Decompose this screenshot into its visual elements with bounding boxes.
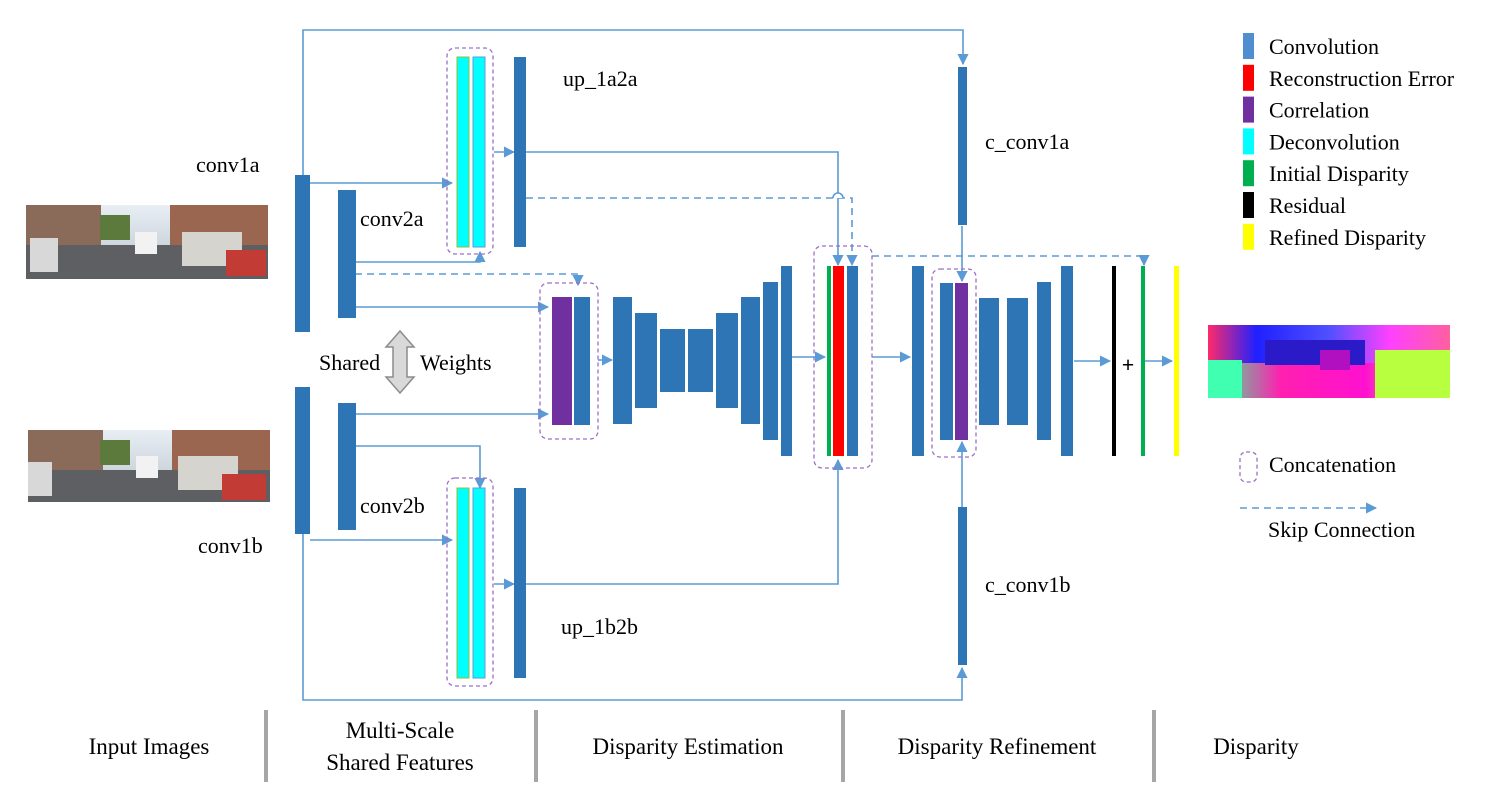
conv1a-layer (295, 175, 310, 332)
skip-connections (355, 192, 1150, 287)
deconv-layer-top-2 (472, 56, 486, 248)
shared-weights-arrow (384, 329, 416, 395)
label-conv1a: conv1a (196, 152, 260, 177)
enc-layer-1 (613, 297, 632, 424)
refine-conv-layer-4 (1007, 298, 1028, 425)
dec-layer-2 (741, 297, 760, 424)
dec-layer-1 (716, 313, 738, 408)
refine-correlation-layer (955, 283, 968, 440)
legend-item-label: Correlation (1269, 98, 1369, 123)
stage-disparity-refinement: Disparity Refinement (898, 734, 1097, 759)
legend-skip-label: Skip Connection (1268, 517, 1415, 542)
initial-disparity-input (1141, 266, 1145, 456)
concat-box-refinement (931, 268, 977, 458)
deconv-layer-bottom-2 (472, 487, 486, 679)
correlation-layer (552, 297, 572, 425)
stage-disparity: Disparity (1213, 734, 1299, 759)
legend-swatch (1243, 223, 1254, 250)
stage-disparity-estimation: Disparity Estimation (592, 734, 784, 759)
refined-disparity-layer (1174, 266, 1179, 456)
conv2b-layer (338, 403, 356, 530)
conv1b-layer (295, 387, 310, 534)
conv2a-layer (338, 190, 356, 318)
reconstruction-error-layer (833, 266, 844, 456)
label-up-1a2a: up_1a2a (563, 66, 638, 91)
concat-box-bottom-deconv (446, 477, 494, 687)
c-conv1a-layer (958, 67, 967, 225)
enc-layer-3 (660, 329, 685, 392)
legend-concatenation-label: Concatenation (1269, 452, 1396, 477)
stage-bar: Input Images Multi-Scale Shared Features… (89, 710, 1299, 782)
corr-conv-layer (574, 297, 590, 425)
legend-swatch (1243, 96, 1254, 123)
label-conv2a: conv2a (360, 206, 424, 231)
label-up-1b2b: up_1b2b (561, 614, 638, 639)
concat-box-top-deconv (446, 47, 494, 255)
legend-swatch (1243, 64, 1254, 91)
refine-conv-layer-3 (979, 298, 999, 425)
legend-swatch (1243, 33, 1254, 59)
legend-item-label: Residual (1269, 193, 1346, 218)
sum-operator: + (1122, 352, 1135, 377)
legend-item-label: Initial Disparity (1269, 161, 1409, 186)
deconv-layer-bottom-1 (456, 487, 470, 679)
deconv-layer-top-1 (456, 56, 470, 248)
input-image-right (28, 430, 270, 502)
input-image-left (26, 205, 268, 279)
label-conv1b: conv1b (198, 533, 263, 558)
legend-item-label: Reconstruction Error (1269, 66, 1455, 91)
refine-conv-layer-5 (1037, 282, 1051, 440)
dec-layer-4 (781, 266, 792, 456)
legend-swatch (1243, 192, 1254, 218)
enc-layer-2 (635, 313, 657, 408)
dec-layer-3 (763, 282, 778, 440)
legend: Convolution Reconstruction Error Correlati… (1239, 33, 1455, 542)
stage-multi-scale-line1: Multi-Scale (346, 718, 455, 743)
refine-conv-layer-6 (1061, 266, 1073, 456)
concat-box-correlation (539, 282, 599, 440)
up-1b2b-layer (514, 488, 526, 678)
up-1a2a-layer (514, 57, 526, 247)
label-weights: Weights (420, 350, 492, 375)
connections (302, 29, 1174, 701)
refine-conv-layer-2 (940, 283, 953, 440)
stage-input-images: Input Images (89, 734, 210, 759)
refine-conv-layer-1 (912, 266, 924, 456)
legend-swatch (1243, 128, 1254, 155)
label-c-conv1a: c_conv1a (985, 129, 1070, 154)
legend-swatch (1243, 160, 1254, 187)
legend-item-label: Refined Disparity (1269, 225, 1426, 250)
legend-concat-swatch (1239, 451, 1258, 483)
legend-item-label: Convolution (1269, 34, 1379, 59)
output-disparity-map (1208, 325, 1450, 398)
label-conv2b: conv2b (360, 493, 425, 518)
initial-disparity-layer (827, 266, 831, 456)
concat-box-estimation (813, 245, 873, 469)
estimation-conv-layer (847, 266, 858, 456)
residual-layer (1112, 266, 1116, 456)
encoder-decoder (613, 266, 792, 456)
enc-layer-4 (688, 329, 713, 392)
stage-multi-scale-line2: Shared Features (326, 750, 474, 775)
label-c-conv1b: c_conv1b (985, 572, 1071, 597)
legend-item-label: Deconvolution (1269, 129, 1400, 154)
c-conv1b-layer (958, 507, 967, 665)
label-shared: Shared (319, 350, 380, 375)
